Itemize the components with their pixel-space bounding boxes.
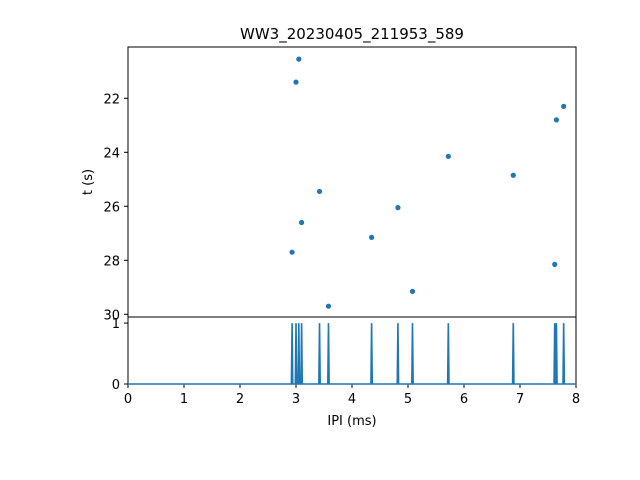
scatter-point [299,219,305,226]
spike-x-tick-label: 2 [236,392,244,407]
spike-x-tick-label: 4 [348,392,356,407]
scatter-point [409,288,416,294]
scatter-y-tick-label: 30 [103,308,120,323]
scatter-y-axis-label: t (s) [81,169,96,195]
spike-x-tick-label: 8 [572,392,580,407]
scatter-y-tick-label: 28 [103,254,120,269]
spike-y-ticks: 01 [112,317,128,393]
spike-x-axis-label: IPI (ms) [327,414,376,429]
scatter-point [445,153,451,159]
scatter-point [293,79,299,85]
scatter-y-ticks: 22 24 26 28 30 [103,92,128,323]
scatter-point [316,188,323,195]
scatter-point [296,56,302,62]
spike-x-tick-label: 3 [292,392,300,407]
scatter-y-tick-label: 22 [103,92,120,107]
spike-y-tick-label: 0 [112,378,120,393]
spike-x-tick-label: 0 [124,392,132,407]
scatter-point [510,172,516,178]
scatter-point [561,103,567,109]
spike-x-tick-label: 5 [404,392,412,407]
scatter-y-tick-label: 24 [103,146,120,161]
scatter-point [395,205,401,211]
chart-title: WW3_20230405_211953_589 [240,25,464,44]
spike-x-tick-label: 1 [180,392,188,407]
scatter-point [289,249,295,255]
scatter-point [325,303,332,309]
scatter-point [369,234,375,240]
scatter-points [289,56,567,309]
spike-x-tick-label: 7 [516,392,524,407]
spike-series-line [128,323,576,385]
scatter-point [553,117,560,123]
spike-y-tick-label: 1 [112,317,120,332]
spike-x-tick-label: 6 [460,392,468,407]
scatter-y-tick-label: 26 [103,200,120,215]
scatter-point [552,261,558,267]
